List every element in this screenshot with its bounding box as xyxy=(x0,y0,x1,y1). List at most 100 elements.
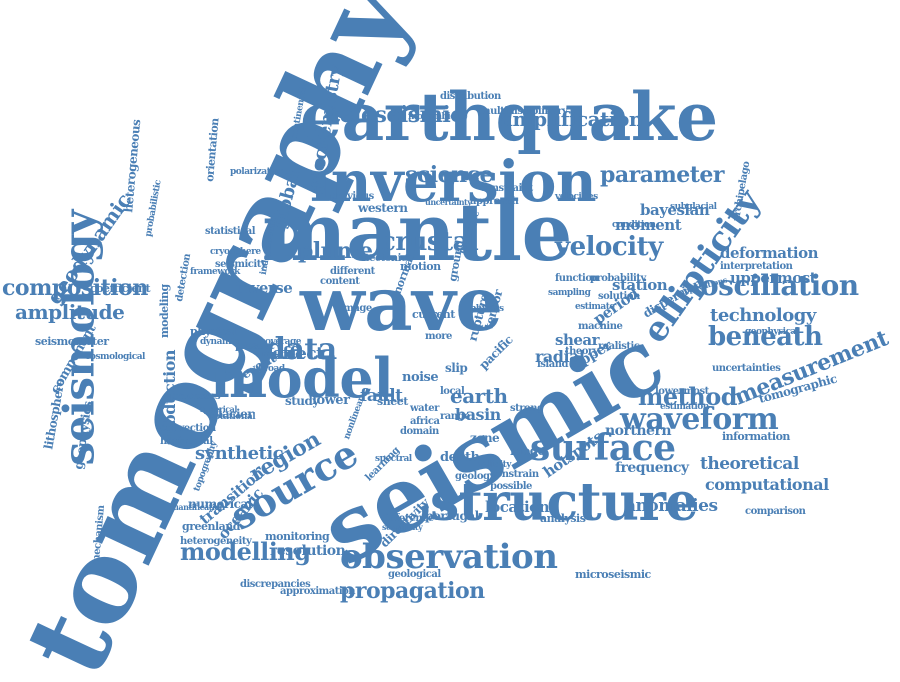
word-heterogeneous: heterogeneous xyxy=(121,119,144,214)
word-technology: technology xyxy=(710,305,816,327)
word-approach: approach xyxy=(470,195,519,207)
word-northern: northern xyxy=(605,422,672,439)
word-cryosphere: cryosphere xyxy=(210,246,261,257)
word-crustal: crustal xyxy=(380,226,479,257)
word-convection: convection xyxy=(160,422,216,434)
word-estimate: estimate xyxy=(575,301,615,312)
word-geophysical: geophysical xyxy=(745,326,799,337)
word-oscillation: oscillation xyxy=(700,269,859,303)
word-heterogeneity: heterogeneity xyxy=(180,535,252,547)
word-information: information xyxy=(722,429,790,443)
word-beneath: beneath xyxy=(708,321,823,352)
word-mozambique: mozambique xyxy=(408,111,468,122)
word-modelling: modelling xyxy=(180,537,311,567)
word-theory: theory xyxy=(565,345,599,357)
word-synthetic: synthetic xyxy=(195,443,284,465)
word-study: study xyxy=(285,394,319,409)
word-subglacial: subglacial xyxy=(670,201,717,212)
word-uncertainty: uncertainty xyxy=(425,197,472,208)
word-multiple: multiple xyxy=(262,349,301,360)
word-data: data xyxy=(265,332,337,368)
word-condition: condition xyxy=(612,219,656,230)
word-velocities: velocities xyxy=(555,191,598,202)
word-surface: surface xyxy=(530,427,676,470)
word-inference: inference xyxy=(385,512,434,524)
word-shear: shear xyxy=(555,330,600,349)
word-slip: slip xyxy=(445,361,468,376)
word-cosmological: cosmological xyxy=(85,351,145,362)
word-depth: depth xyxy=(440,450,480,466)
word-resolution: resolution xyxy=(270,542,346,559)
word-frequency: frequency xyxy=(615,459,689,476)
word-water: water xyxy=(410,402,439,414)
word-content: content xyxy=(320,275,360,287)
word-zone: zone xyxy=(470,431,500,446)
word-portugal: portugal xyxy=(425,509,479,524)
word-sensitivity: sensitivity xyxy=(382,522,423,533)
word-physical: physical xyxy=(190,324,237,338)
word-discrepancies: discrepancies xyxy=(240,578,311,590)
word-distribution: distribution xyxy=(440,90,501,102)
word-western: western xyxy=(358,201,408,216)
word-seismometer: seismometer xyxy=(35,334,109,348)
word-inversion: inversion xyxy=(310,149,597,216)
word-africa: africa xyxy=(410,415,440,427)
word-wave: wave xyxy=(300,259,503,348)
word-range: range xyxy=(440,410,470,422)
word-method: method xyxy=(638,382,738,412)
word-theoretical: theoretical xyxy=(700,454,799,475)
word-earth: earth xyxy=(450,383,508,408)
word-validity: validity xyxy=(478,459,512,470)
word-uncertainties: uncertainties xyxy=(712,362,781,374)
word-quantification: quantification xyxy=(168,502,225,513)
word-broad: broad xyxy=(258,363,285,374)
word-glacier: glacier xyxy=(210,407,254,422)
word-estimation: estimation xyxy=(660,401,709,412)
word-amplification: amplification xyxy=(500,106,643,131)
word-sheet: sheet xyxy=(377,394,408,408)
word-amplitude: amplitude xyxy=(15,299,125,324)
word-effect: effect xyxy=(272,344,324,365)
word-propagation: propagation xyxy=(340,577,485,604)
word-geology: geology xyxy=(455,470,495,482)
word-different: different xyxy=(330,265,375,277)
word-noise: noise xyxy=(402,370,439,386)
word-monitoring: monitoring xyxy=(265,529,330,543)
word-modeling: modeling xyxy=(157,284,171,338)
word-station: station xyxy=(612,275,668,294)
word-horizontal: horizontal xyxy=(160,435,213,447)
word-island: island xyxy=(537,358,568,370)
word-microseismic: microseismic xyxy=(575,567,651,581)
word-lowermost: lowermost xyxy=(655,385,709,397)
word-approximation: approximation xyxy=(280,585,356,597)
word-radial: radial xyxy=(535,346,585,366)
word-coverage: coverage xyxy=(260,336,302,347)
word-solution: solution xyxy=(598,290,640,302)
word-present: present xyxy=(235,340,275,352)
word-function: function xyxy=(555,272,599,284)
word-statistical: statistical xyxy=(205,225,256,237)
word-uppermost: uppermost xyxy=(730,268,817,287)
word-interpretation: interpretation xyxy=(720,260,793,272)
word-location: location xyxy=(485,497,550,516)
word-numerical: numerical xyxy=(188,497,252,512)
word-previous: previous xyxy=(330,190,374,202)
word-moment: moment xyxy=(615,215,682,234)
word-strong: strong xyxy=(510,402,544,414)
word-deformation: deformation xyxy=(720,243,819,262)
word-probabilistic: probabilistic xyxy=(143,179,164,238)
word-bayesian: bayesian xyxy=(640,200,710,219)
word-mantle: mantle xyxy=(262,185,572,280)
word-coefficient: coefficient xyxy=(90,281,151,295)
word-image: image xyxy=(340,302,372,314)
word-physics: physics xyxy=(470,303,504,314)
word-local: local xyxy=(440,385,465,397)
word-framework: framework xyxy=(190,266,240,277)
word-constrain: constrain xyxy=(490,468,539,480)
word-rotational: rotational xyxy=(210,411,256,422)
word-dynamic: dynamic xyxy=(200,336,239,347)
word-domain: domain xyxy=(400,425,439,437)
word-comparison: comparison xyxy=(745,505,806,517)
word-tectonic: tectonic xyxy=(365,252,407,264)
word-constraint: constraint xyxy=(480,182,533,194)
